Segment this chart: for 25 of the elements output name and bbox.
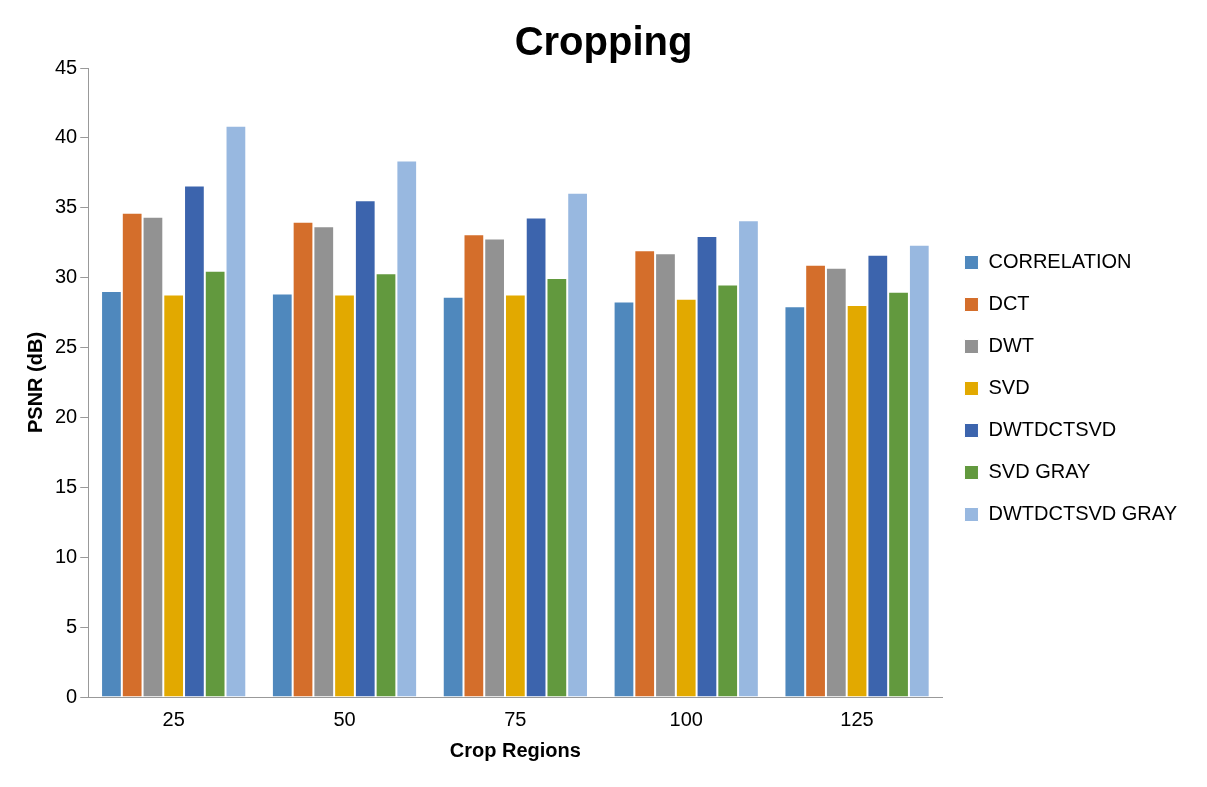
legend-label: DWTDCTSVD <box>988 418 1117 441</box>
x-tick-label: 25 <box>162 707 185 730</box>
legend-label: SVD GRAY <box>988 460 1091 483</box>
legend-label: DWT <box>988 334 1035 357</box>
y-axis-title: PSNR (dB) <box>23 331 46 434</box>
y-tick-label: 5 <box>66 614 78 637</box>
legend-label: SVD <box>988 376 1030 399</box>
y-tick-label: 15 <box>55 474 78 497</box>
y-tick-label: 30 <box>55 265 78 288</box>
x-axis-title: Crop Regions <box>449 738 581 761</box>
y-tick-label: 35 <box>55 195 78 218</box>
legend-label: CORRELATION <box>988 250 1132 273</box>
y-tick-label: 45 <box>55 55 78 78</box>
x-tick-label: 50 <box>333 707 356 730</box>
x-tick-label: 75 <box>504 707 527 730</box>
y-tick-label: 10 <box>55 544 78 567</box>
x-tick-label: 125 <box>840 707 874 730</box>
legend-label: DCT <box>988 292 1030 315</box>
legend-label: DWTDCTSVD GRAY <box>988 502 1177 525</box>
y-tick-label: 25 <box>55 335 78 358</box>
y-tick-label: 0 <box>66 684 78 707</box>
x-tick-label: 100 <box>669 707 703 730</box>
chart-title: Cropping <box>514 19 693 64</box>
y-tick-label: 20 <box>55 404 78 427</box>
y-tick-label: 40 <box>55 125 78 148</box>
